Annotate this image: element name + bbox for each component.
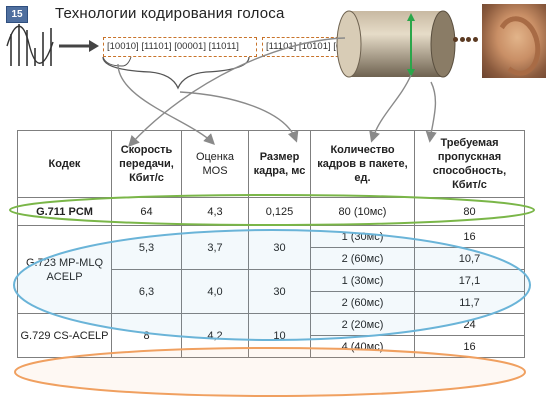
cell-frame: 30 [248,225,311,270]
cell-rate: 5,3 [111,225,182,270]
slide-number: 15 [6,6,28,23]
waveform-sampling-icon [6,24,99,66]
cell-bandwidth: 10,7 [414,247,525,270]
cell-bandwidth: 80 [414,197,525,226]
table-row: G.711 PCM 64 4,3 0,125 80 (10мс) 80 [17,197,525,226]
cell-frames: 2 (20мс) [310,313,415,336]
cell-frames: 4 (40мс) [310,335,415,358]
cell-frame: 0,125 [248,197,311,226]
cell-rate: 8 [111,313,182,358]
cell-mos: 4,3 [181,197,249,226]
cell-frames: 1 (30мс) [310,225,415,248]
header-frames-per-packet: Количество кадров в пакете, ед. [310,130,415,198]
frame-brace-small [102,56,132,67]
cell-bandwidth: 16 [414,335,525,358]
cell-bandwidth: 24 [414,313,525,336]
frame-brace [102,56,250,90]
cell-mos: 4,0 [181,269,249,314]
codec-table: Кодек Скорость передачи, Кбит/с Оценка M… [17,130,525,358]
table-header-row: Кодек Скорость передачи, Кбит/с Оценка M… [17,130,525,198]
continuation-dots [453,35,478,43]
cell-rate: 6,3 [111,269,182,314]
header-mos: Оценка MOS [181,130,249,198]
cell-bandwidth: 16 [414,225,525,248]
channel-cylinder-icon [336,10,456,78]
cell-mos: 3,7 [181,225,249,270]
table-row: G.723 MP-MLQ ACELP 5,3 3,7 30 1 (30мс) 1… [17,225,525,314]
cell-bandwidth: 11,7 [414,291,525,314]
cell-frames: 2 (60мс) [310,247,415,270]
cell-frames: 1 (30мс) [310,269,415,292]
cell-mos: 4,2 [181,313,249,358]
bitstream-segment-a: [10010] [11101] [00001] [11011] [103,37,257,57]
table-row: G.729 CS-ACELP 8 4,2 10 2 (20мс) 24 [17,313,525,358]
cell-frame: 10 [248,313,311,358]
page-title: Технологии кодирования голоса [55,5,285,22]
header-bandwidth: Требуемая пропускная способность, Кбит/с [414,130,525,198]
cell-bandwidth: 17,1 [414,269,525,292]
cell-rate: 64 [111,197,182,226]
cell-frames: 2 (60мс) [310,291,415,314]
cell-codec: G.723 MP-MLQ ACELP [17,225,112,314]
header-frame-size: Размер кадра, мс [248,130,311,198]
header-rate: Скорость передачи, Кбит/с [111,130,182,198]
cell-frames: 80 (10мс) [310,197,415,226]
header-codec: Кодек [17,130,112,198]
cell-frame: 30 [248,269,311,314]
ear-image [482,4,546,80]
cell-codec: G.711 PCM [17,197,112,226]
cell-codec: G.729 CS-ACELP [17,313,112,358]
